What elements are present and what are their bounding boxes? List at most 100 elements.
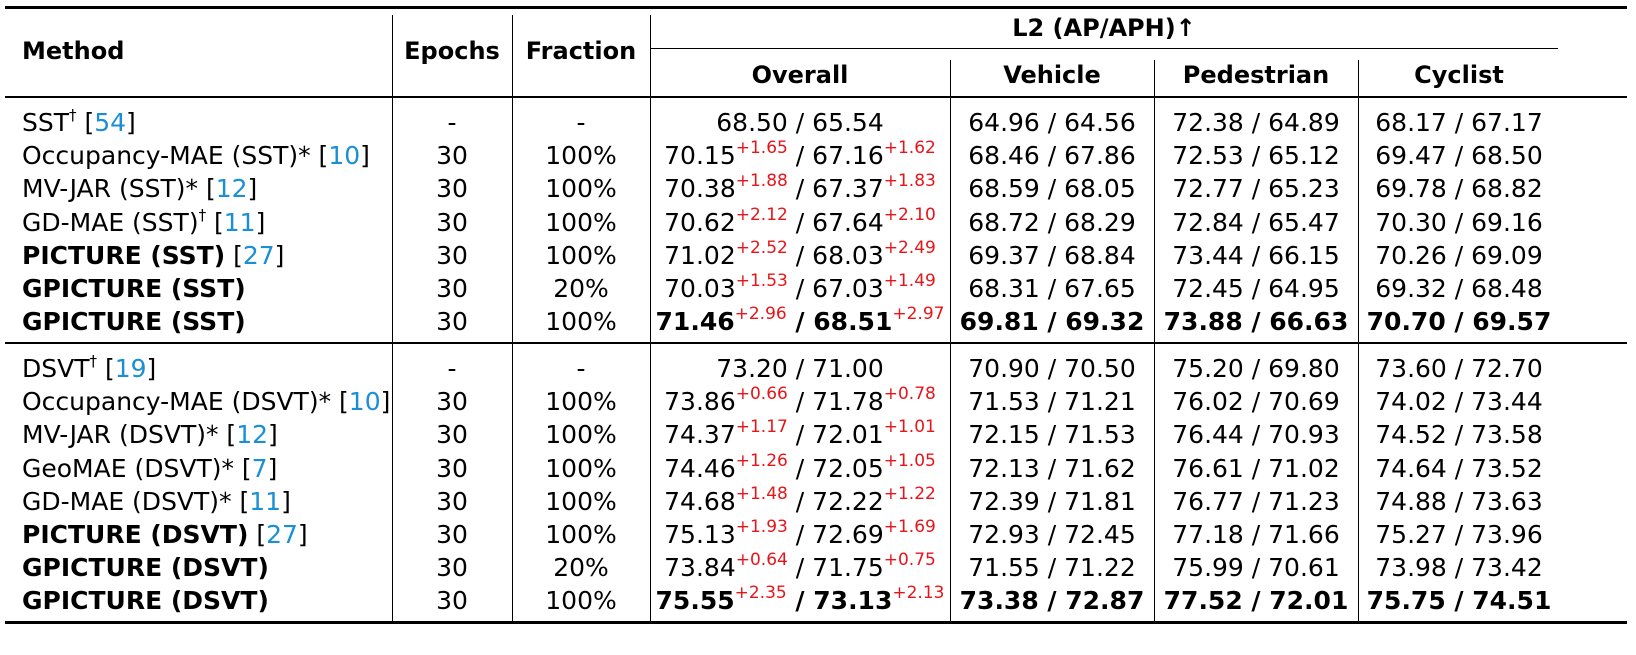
overall-cell: 75.55+2.35 / 73.13+2.13 xyxy=(656,583,945,616)
fraction-cell: 100% xyxy=(545,241,616,271)
overall-cell: 70.03+1.53 / 67.03+1.49 xyxy=(664,273,936,304)
header-cyclist: Cyclist xyxy=(1414,61,1504,89)
vehicle-value: 68.72 / 68.29 xyxy=(968,208,1136,237)
cyclist-value: 70.30 / 69.16 xyxy=(1375,208,1543,237)
header-epochs: Epochs xyxy=(404,37,500,65)
fraction-cell: 100% xyxy=(545,387,616,417)
overall-cell: 70.15+1.65 / 67.16+1.62 xyxy=(664,140,936,171)
top-rule xyxy=(5,6,1627,9)
overall-aph: 65.54 xyxy=(812,108,884,137)
cyclist-cell: 74.64 / 73.52 xyxy=(1375,454,1542,484)
citation-link: 10 xyxy=(328,141,361,170)
epochs-value: - xyxy=(447,108,457,137)
overall-aph-gain: +0.78 xyxy=(883,384,936,404)
fraction-cell: 100% xyxy=(545,586,616,616)
epochs-cell: 30 xyxy=(436,520,468,550)
overall-cell: 70.62+2.12 / 67.64+2.10 xyxy=(664,207,936,238)
cyclist-value: 70.70 / 69.57 xyxy=(1366,307,1552,336)
fraction-cell: 100% xyxy=(545,487,616,517)
pedestrian-value: 72.53 / 65.12 xyxy=(1172,141,1340,170)
group-rule xyxy=(650,48,1558,49)
cyclist-cell: 73.60 / 72.70 xyxy=(1375,354,1542,384)
epochs-value: 30 xyxy=(436,208,468,237)
vehicle-value: 70.90 / 70.50 xyxy=(968,354,1136,383)
overall-aph-gain: +1.05 xyxy=(883,451,936,471)
epochs-value: 30 xyxy=(436,274,468,303)
header-method: Method xyxy=(22,37,125,65)
citation-link: 19 xyxy=(114,354,147,383)
value-separator: / xyxy=(787,241,813,270)
overall-aph-gain: +2.13 xyxy=(892,583,945,603)
cyclist-cell: 74.88 / 73.63 xyxy=(1375,487,1542,517)
epochs-value: 30 xyxy=(436,454,468,483)
fraction-value: 100% xyxy=(545,174,617,203)
col-divider xyxy=(650,15,651,622)
cyclist-value: 74.88 / 73.63 xyxy=(1375,487,1543,516)
pedestrian-cell: 76.02 / 70.69 xyxy=(1172,387,1339,417)
pedestrian-cell: 73.44 / 66.15 xyxy=(1172,241,1339,271)
value-separator: / xyxy=(787,553,813,582)
vehicle-cell: 72.13 / 71.62 xyxy=(968,454,1135,484)
cyclist-value: 74.52 / 73.58 xyxy=(1375,420,1543,449)
fraction-cell: 20% xyxy=(553,553,609,583)
vehicle-value: 68.59 / 68.05 xyxy=(968,174,1136,203)
vehicle-value: 69.81 / 69.32 xyxy=(959,307,1145,336)
vehicle-value: 72.39 / 71.81 xyxy=(968,487,1136,516)
vehicle-cell: 68.31 / 67.65 xyxy=(968,274,1135,304)
cyclist-cell: 69.47 / 68.50 xyxy=(1375,141,1542,171)
method-name: SST xyxy=(22,108,70,137)
vehicle-value: 72.93 / 72.45 xyxy=(968,520,1136,549)
method-name: Occupancy-MAE (SST) xyxy=(22,141,299,170)
pedestrian-value: 75.99 / 70.61 xyxy=(1172,553,1340,582)
value-separator: / xyxy=(787,174,813,203)
epochs-value: 30 xyxy=(436,487,468,516)
pedestrian-value: 76.61 / 71.02 xyxy=(1172,454,1340,483)
pedestrian-cell: 76.61 / 71.02 xyxy=(1172,454,1339,484)
overall-ap: 73.20 xyxy=(716,354,788,383)
method-mark: * xyxy=(185,174,199,203)
cyclist-cell: 75.27 / 73.96 xyxy=(1375,520,1542,550)
vehicle-cell: 68.59 / 68.05 xyxy=(968,174,1135,204)
cyclist-cell: 69.78 / 68.82 xyxy=(1375,174,1542,204)
vehicle-cell: 70.90 / 70.50 xyxy=(968,354,1135,384)
method-name: GPICTURE (DSVT) xyxy=(22,586,269,615)
method-cell: GPICTURE (SST) xyxy=(22,307,246,337)
pedestrian-cell: 76.77 / 71.23 xyxy=(1172,487,1339,517)
overall-ap: 68.50 xyxy=(716,108,788,137)
overall-ap: 70.03 xyxy=(664,274,736,303)
fraction-cell: 20% xyxy=(553,274,609,304)
fraction-value: - xyxy=(576,108,586,137)
citation-link: 12 xyxy=(215,174,248,203)
pedestrian-cell: 77.18 / 71.66 xyxy=(1172,520,1339,550)
epochs-cell: 30 xyxy=(436,241,468,271)
vehicle-value: 68.46 / 67.86 xyxy=(968,141,1136,170)
fraction-cell: 100% xyxy=(545,307,616,337)
cyclist-value: 73.60 / 72.70 xyxy=(1375,354,1543,383)
header-l2-group: L2 (AP/APH)↑ xyxy=(1012,14,1196,42)
cyclist-value: 69.32 / 68.48 xyxy=(1375,274,1543,303)
pedestrian-value: 72.84 / 65.47 xyxy=(1172,208,1340,237)
cyclist-value: 74.64 / 73.52 xyxy=(1375,454,1543,483)
epochs-value: 30 xyxy=(436,141,468,170)
pedestrian-value: 76.44 / 70.93 xyxy=(1172,420,1340,449)
overall-aph-gain: +1.22 xyxy=(883,484,936,504)
epochs-cell: 30 xyxy=(436,387,468,417)
header-pedestrian: Pedestrian xyxy=(1182,61,1330,89)
overall-ap-gain: +1.17 xyxy=(735,417,788,437)
epochs-cell: 30 xyxy=(436,307,468,337)
pedestrian-cell: 72.45 / 64.95 xyxy=(1172,274,1339,304)
overall-ap: 74.46 xyxy=(664,454,736,483)
cyclist-cell: 75.75 / 74.51 xyxy=(1367,586,1552,616)
overall-ap-gain: +1.26 xyxy=(735,451,788,471)
pedestrian-cell: 72.53 / 65.12 xyxy=(1172,141,1339,171)
method-mark: * xyxy=(318,387,332,416)
header-vehicle: Vehicle xyxy=(1003,61,1101,89)
overall-ap: 71.46 xyxy=(655,307,735,336)
fraction-value: 100% xyxy=(545,307,617,336)
overall-aph-gain: +1.01 xyxy=(883,417,936,437)
vehicle-value: 68.31 / 67.65 xyxy=(968,274,1136,303)
fraction-value: 100% xyxy=(545,454,617,483)
fraction-cell: 100% xyxy=(545,420,616,450)
method-cell: SST† [54] xyxy=(22,106,136,138)
